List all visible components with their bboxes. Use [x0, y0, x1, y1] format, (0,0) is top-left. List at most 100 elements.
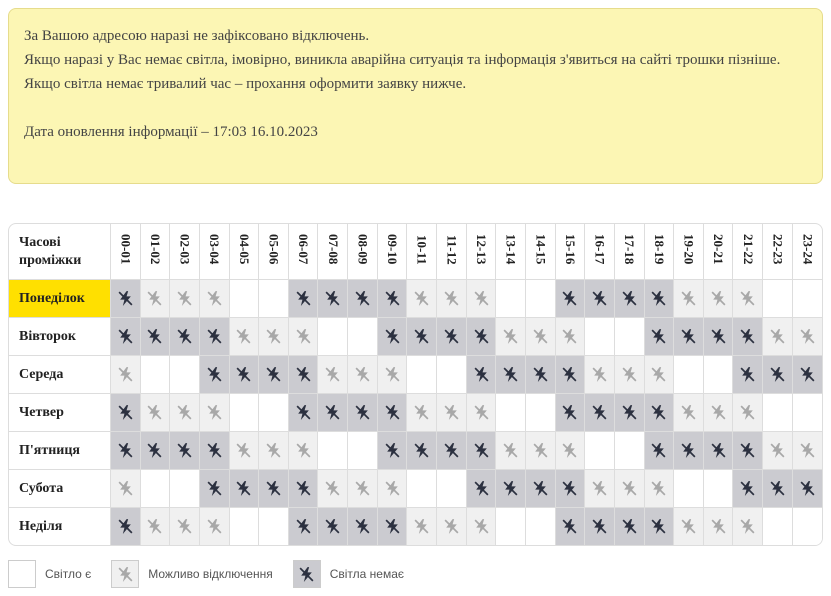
hour-cell: [673, 469, 704, 508]
hour-cell: [406, 279, 438, 318]
outage-icon: [324, 404, 341, 421]
hour-header: 09-10: [376, 224, 408, 280]
hour-label: 17-18: [622, 234, 638, 265]
hour-cell: [702, 355, 734, 394]
outage-icon: [265, 366, 282, 383]
day-name: Понеділок: [9, 279, 111, 318]
outage-icon: [324, 290, 341, 307]
hour-label: 16-17: [592, 234, 608, 265]
outage-icon: [354, 404, 371, 421]
hour-cell: [228, 507, 260, 545]
hour-cell: [139, 279, 171, 318]
hour-header: 12-13: [465, 224, 497, 280]
hour-cell: [317, 317, 349, 356]
hour-header: 04-05: [228, 224, 260, 280]
hour-label: 20-21: [711, 234, 727, 265]
outage-icon: [413, 518, 430, 535]
hour-cell: [791, 393, 822, 432]
legend-swatch: [111, 560, 140, 588]
legend-label: Можливо відключення: [148, 567, 273, 581]
hour-cell: [347, 355, 378, 394]
hour-cell: [702, 507, 734, 545]
hour-header: 14-15: [524, 224, 556, 280]
hour-cell: [613, 355, 645, 394]
hour-cell: [524, 507, 556, 545]
hour-label: 12-13: [474, 234, 489, 265]
hour-header: 08-09: [347, 224, 378, 280]
outage-icon: [235, 480, 252, 497]
hour-cell: [524, 393, 556, 432]
hour-cell: [495, 393, 526, 432]
hour-cell: [495, 507, 526, 545]
outage-icon: [710, 404, 727, 421]
hour-cell: [762, 431, 793, 470]
hour-cell: [495, 355, 526, 394]
hour-cell: [791, 355, 822, 394]
hour-header: 17-18: [613, 224, 645, 280]
hour-cell: [643, 355, 675, 394]
hour-header: 05-06: [258, 224, 289, 280]
outage-icon: [324, 480, 341, 497]
outage-icon: [146, 290, 163, 307]
hour-cell: [762, 507, 793, 545]
outage-icon: [146, 442, 163, 459]
outage-icon: [117, 518, 134, 535]
hour-cell: [584, 317, 615, 356]
hour-cell: [169, 431, 200, 470]
hour-cell: [524, 431, 556, 470]
outage-icon: [532, 442, 549, 459]
outage-icon: [206, 518, 223, 535]
hour-cell: [198, 431, 230, 470]
day-row: Четвер: [9, 393, 822, 432]
hour-cell: [436, 355, 467, 394]
outage-icon: [769, 442, 786, 459]
outage-icon: [443, 518, 460, 535]
hour-cell: [376, 279, 408, 318]
hour-cell: [406, 317, 438, 356]
hour-cell: [258, 393, 289, 432]
outage-icon: [650, 518, 667, 535]
hour-cell: [436, 469, 467, 508]
day-name: Четвер: [9, 393, 111, 432]
hour-label: 08-09: [355, 234, 371, 265]
hour-cell: [613, 469, 645, 508]
outage-icon: [384, 518, 401, 535]
day-row: Субота: [9, 469, 822, 508]
hour-cell: [436, 317, 467, 356]
hour-cell: [732, 317, 764, 356]
outage-icon: [295, 366, 312, 383]
outage-icon: [265, 442, 282, 459]
hour-cell: [584, 279, 615, 318]
hour-cell: [347, 279, 378, 318]
schedule-table: Часові проміжки 00-01 01-02 02-03 03-04 04-05…: [9, 224, 822, 545]
outage-icon: [384, 328, 401, 345]
hour-cell: [673, 507, 704, 545]
hour-cell: [376, 355, 408, 394]
outage-icon: [117, 480, 134, 497]
hour-cell: [554, 393, 586, 432]
outage-icon: [443, 328, 460, 345]
hour-label: 02-03: [177, 234, 193, 265]
hour-cell: [702, 317, 734, 356]
outage-icon: [739, 290, 756, 307]
hour-header: 16-17: [584, 224, 615, 280]
hour-cell: [673, 431, 704, 470]
outage-icon: [265, 328, 282, 345]
header-row: Часові проміжки 00-01 01-02 02-03 03-04 04-05…: [9, 224, 822, 280]
outage-icon: [235, 366, 252, 383]
outage-icon: [502, 442, 519, 459]
hour-cell: [406, 393, 438, 432]
hour-cell: [554, 431, 586, 470]
legend-label: Світла немає: [329, 567, 405, 581]
outage-icon: [354, 366, 371, 383]
hour-cell: [139, 507, 171, 545]
outage-icon: [295, 442, 312, 459]
hour-cell: [495, 431, 526, 470]
hour-cell: [791, 507, 822, 545]
hour-cell: [732, 431, 764, 470]
outage-icon: [650, 290, 667, 307]
hour-cell: [258, 431, 289, 470]
hour-cell: [732, 355, 764, 394]
legend-swatch: [292, 560, 321, 588]
hour-header: 03-04: [198, 224, 230, 280]
